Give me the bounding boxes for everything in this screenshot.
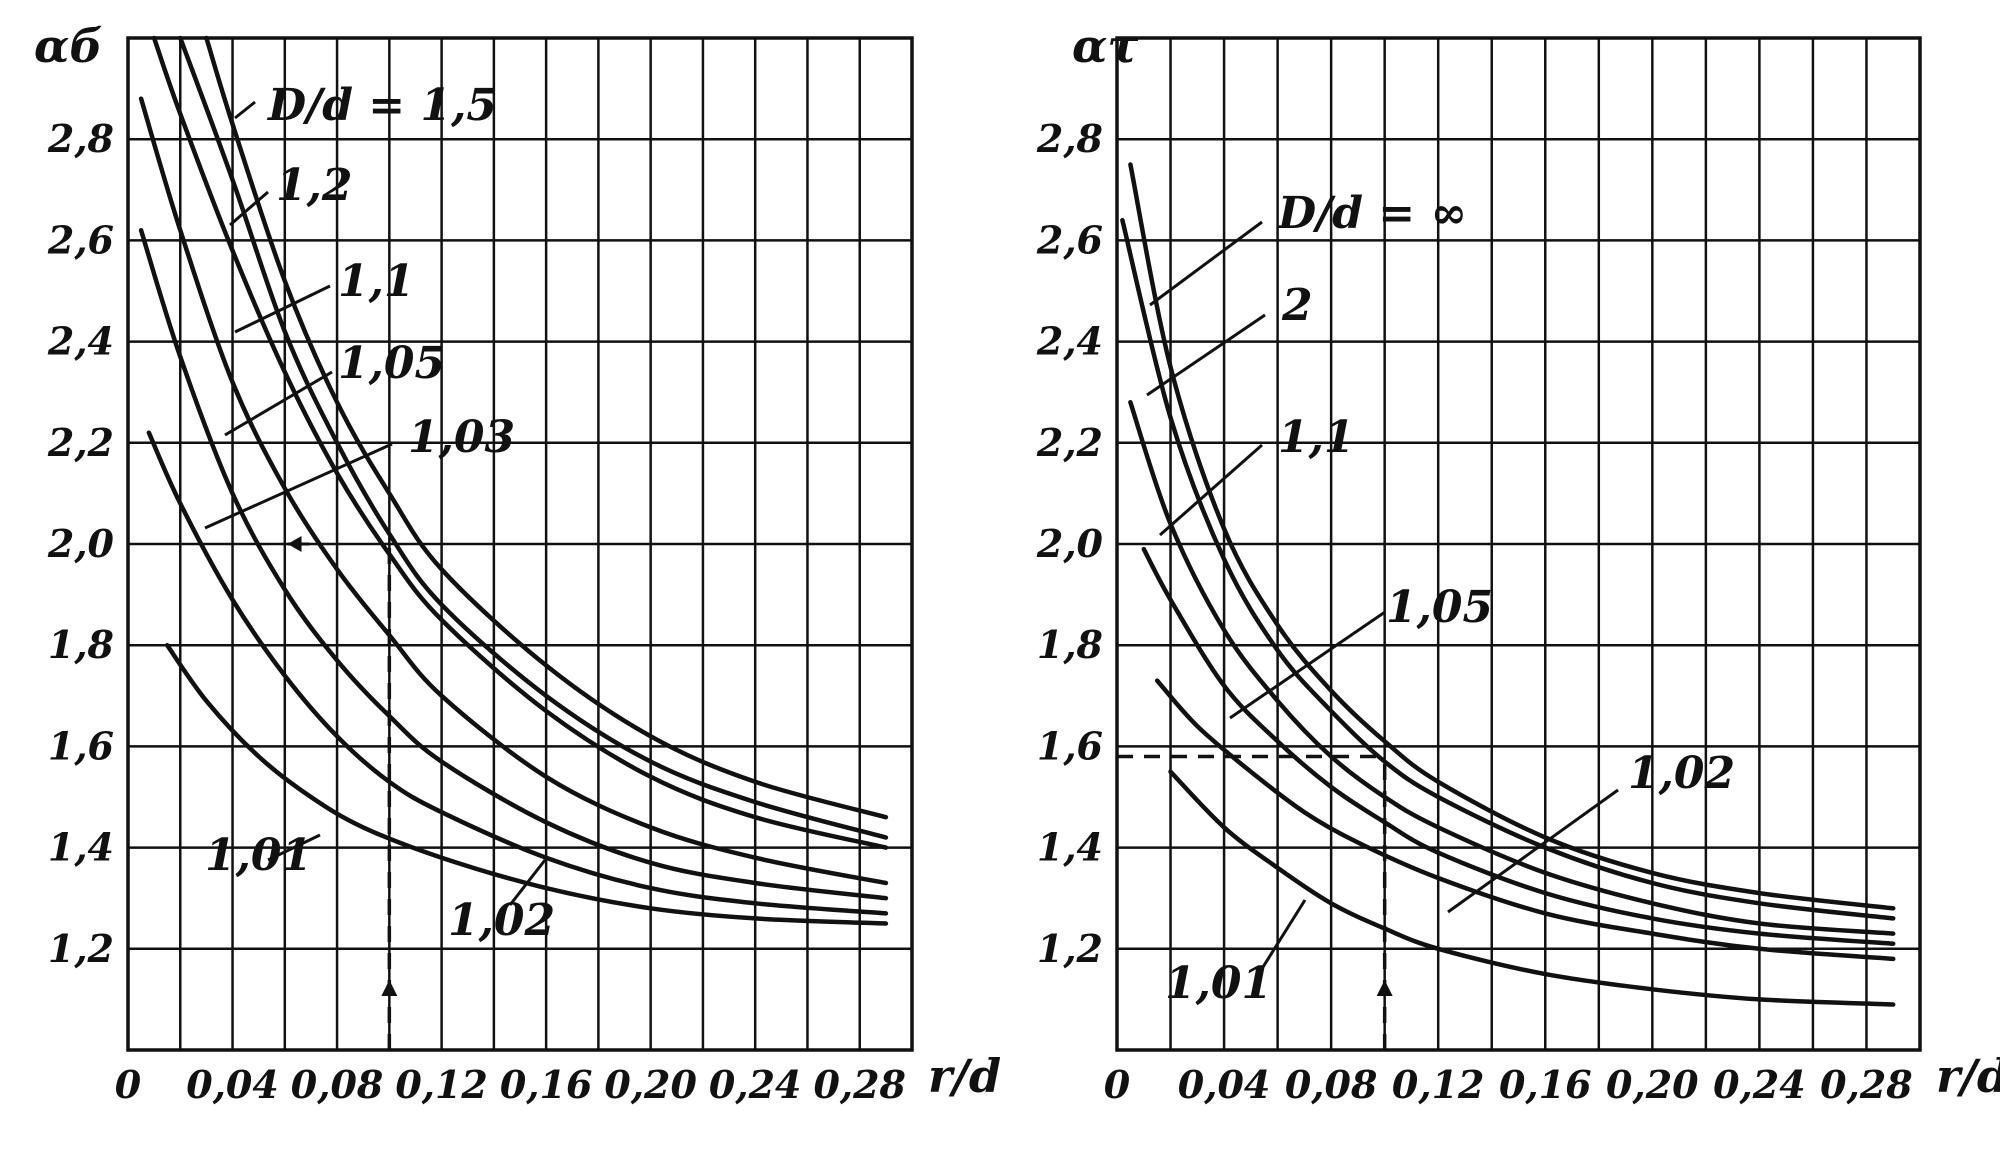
series-curve <box>146 430 889 916</box>
series-leader-line <box>204 442 393 530</box>
series-leader-line <box>229 190 269 227</box>
series-label: 1,01 <box>205 830 312 881</box>
x-tick-label: 0,16 <box>500 1062 593 1107</box>
series-leader-line <box>234 100 256 120</box>
series-label: 1,05 <box>338 338 445 389</box>
y-tick-label: 2,6 <box>47 217 114 262</box>
y-tick-label: 2,0 <box>47 521 115 566</box>
y-axis-label: αб <box>34 19 103 73</box>
plot-frame <box>1115 36 1922 1052</box>
y-tick-label: 1,2 <box>48 926 114 971</box>
y-tick-label: 1,6 <box>48 723 114 768</box>
series-label: 1,1 <box>1278 412 1355 463</box>
y-tick-label: 2,0 <box>1036 521 1104 566</box>
series-curve <box>204 35 889 820</box>
x-tick-label: 0,08 <box>291 1062 384 1107</box>
series-label: 1,02 <box>1628 748 1735 799</box>
series-leader-line <box>1146 313 1266 397</box>
x-tick-label: 0,28 <box>813 1062 906 1107</box>
series-curve <box>1128 162 1896 911</box>
series-curve <box>178 35 889 840</box>
series-leader-line <box>1159 443 1263 537</box>
series-label: 1,1 <box>338 256 415 307</box>
x-tick-label: 0 <box>115 1062 142 1107</box>
x-tick-label: 0,20 <box>1606 1062 1699 1107</box>
y-tick-label: 1,6 <box>1037 723 1103 768</box>
chart-alpha-tau: 0 0,04 0,08 0,12 0,16 0,20 0,24 0,28 1,2 1,4 1,6 1,… <box>1036 19 2000 1107</box>
series-label: 1,02 <box>448 895 555 946</box>
y-tick-label: 2,4 <box>1036 319 1103 364</box>
x-tick-label: 0,04 <box>1178 1062 1271 1107</box>
x-tick-label: 0,20 <box>604 1062 697 1107</box>
series-leader-line <box>1149 220 1263 307</box>
x-axis-label: r/d <box>1936 1049 2000 1103</box>
x-tick-label: 0 <box>1104 1062 1131 1107</box>
x-tick-label: 0,24 <box>1713 1062 1806 1107</box>
series-leader-line <box>224 370 333 437</box>
series-curve <box>1168 769 1896 1007</box>
series-curve <box>1154 678 1896 962</box>
series-label: 2 <box>1281 280 1313 331</box>
x-tick-label: 0,24 <box>709 1062 802 1107</box>
y-tick-label: 1,2 <box>1037 926 1103 971</box>
series-curve <box>138 96 889 886</box>
y-tick-label: 2,8 <box>47 116 114 161</box>
series-curve <box>1141 546 1896 946</box>
series-label: 1,2 <box>276 160 353 211</box>
y-tick-label: 2,2 <box>1036 420 1103 465</box>
y-tick-label: 2,4 <box>47 319 114 364</box>
series-curve <box>164 642 889 926</box>
x-tick-label: 0,12 <box>1392 1062 1485 1107</box>
y-axis-label: ατ <box>1072 19 1138 73</box>
series-label: D/d = 1,5 <box>266 80 497 131</box>
series-label: 1,01 <box>1165 958 1272 1009</box>
plot-frame <box>126 36 914 1052</box>
x-tick-label: 0,28 <box>1820 1062 1913 1107</box>
series-leader-line <box>267 833 321 862</box>
arrow-left-marker <box>287 536 302 552</box>
chart-alpha-sigma: 0 0,04 0,08 0,12 0,16 0,20 0,24 0,28 1,2 1,4 1,6 1,… <box>34 19 1001 1107</box>
series-label: 1,03 <box>408 412 515 463</box>
series-leader-line <box>1447 788 1619 914</box>
series-label: 1,05 <box>1386 582 1493 633</box>
series-curve <box>1120 217 1896 921</box>
series-label: D/d = ∞ <box>1276 188 1467 239</box>
y-tick-label: 1,4 <box>48 825 114 870</box>
series-leader-line <box>1229 610 1386 720</box>
series-curve <box>138 228 889 901</box>
y-tick-label: 1,8 <box>48 622 114 667</box>
y-tick-label: 1,4 <box>1037 825 1103 870</box>
arrow-up-marker <box>1376 980 1393 996</box>
y-tick-label: 2,2 <box>47 420 114 465</box>
series-curve <box>1128 400 1896 936</box>
x-tick-label: 0,04 <box>186 1062 279 1107</box>
y-tick-label: 1,8 <box>1037 622 1103 667</box>
arrow-up-marker <box>381 980 398 996</box>
y-tick-label: 2,6 <box>1036 217 1103 262</box>
x-tick-label: 0,16 <box>1499 1062 1592 1107</box>
x-tick-label: 0,12 <box>395 1062 488 1107</box>
series-leader-line <box>1256 899 1307 976</box>
series-leader-line <box>234 284 331 334</box>
x-tick-label: 0,08 <box>1285 1062 1378 1107</box>
y-tick-label: 2,8 <box>1036 116 1103 161</box>
x-axis-label: r/d <box>928 1049 1001 1103</box>
